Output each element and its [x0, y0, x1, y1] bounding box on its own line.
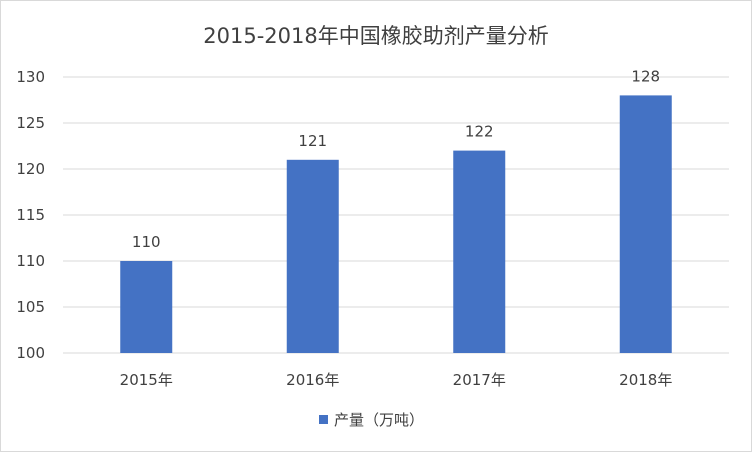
data-label: 128 — [631, 67, 660, 85]
data-label: 122 — [465, 123, 494, 141]
bar — [619, 95, 672, 354]
y-tick-label: 100 — [16, 344, 45, 362]
legend-label: 产量（万吨） — [334, 411, 424, 429]
y-tick-label: 130 — [16, 68, 45, 86]
bar — [286, 159, 339, 353]
gridlines — [63, 76, 729, 354]
x-axis-tick-labels: 2015年 2016年 2017年 2018年 — [120, 371, 673, 389]
x-tick-label: 2018年 — [619, 371, 672, 389]
data-label: 110 — [132, 233, 161, 251]
bar — [120, 261, 173, 353]
x-tick-label: 2015年 — [120, 371, 173, 389]
legend-swatch — [319, 415, 328, 424]
data-labels: 110 121 122 128 — [132, 67, 660, 251]
x-tick-label: 2016年 — [286, 371, 339, 389]
data-label: 121 — [298, 132, 327, 150]
y-tick-label: 120 — [16, 160, 45, 178]
y-tick-label: 105 — [16, 298, 45, 316]
bars — [120, 95, 672, 354]
legend: 产量（万吨） — [319, 411, 424, 429]
y-tick-label: 125 — [16, 114, 45, 132]
bar — [453, 150, 506, 353]
chart-title: 2015-2018年中国橡胶助剂产量分析 — [203, 24, 548, 48]
y-tick-label: 110 — [16, 252, 45, 270]
y-tick-label: 115 — [16, 206, 45, 224]
y-axis-tick-labels: 100 105 110 115 120 125 130 — [16, 68, 45, 362]
x-tick-label: 2017年 — [453, 371, 506, 389]
